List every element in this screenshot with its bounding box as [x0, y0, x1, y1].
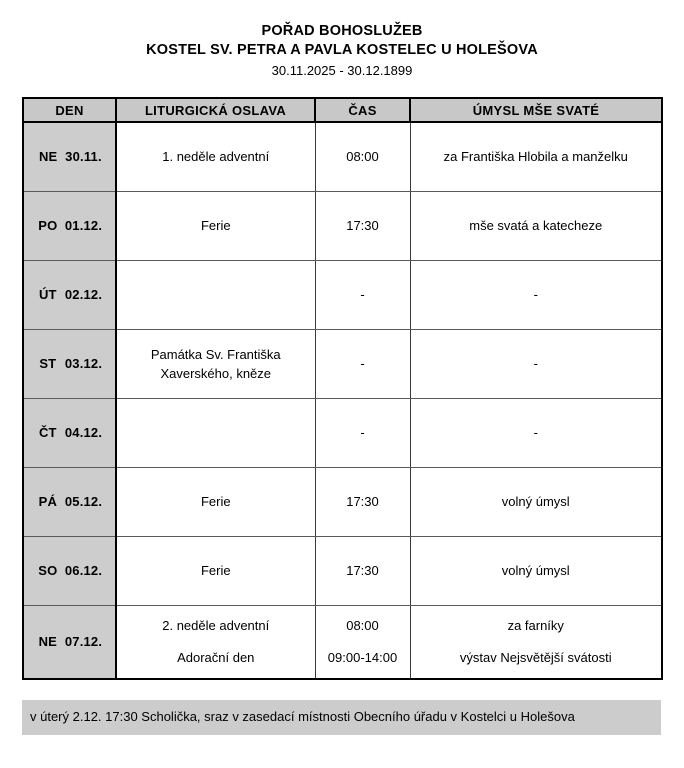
date-range: 30.11.2025 - 30.12.1899 — [271, 63, 413, 78]
day-abbr: ST — [39, 356, 57, 371]
day-date: 30.11. — [65, 149, 102, 164]
time-line-2: 09:00-14:00 — [327, 650, 398, 665]
day-date: 01.12. — [64, 218, 103, 233]
intention-line-2: výstav Nejsvětější svátosti — [459, 650, 612, 665]
row-celebration-cell: Ferie — [116, 467, 316, 537]
column-header-den: DEN — [23, 98, 117, 123]
row-time-cell: - — [315, 329, 411, 399]
row-time-cell: 17:30 — [315, 536, 411, 606]
day-abbr: NE — [38, 634, 58, 649]
row-intention-cell: mše svatá a katecheze — [410, 191, 662, 261]
row-intention-cell: - — [410, 398, 662, 468]
row-celebration-cell — [116, 398, 316, 468]
row-celebration-cell — [116, 260, 316, 330]
celebration-line-2: Adorační den — [177, 650, 255, 665]
row-intention-cell: za Františka Hlobila a manželku — [410, 122, 662, 192]
day-date: 06.12. — [64, 563, 103, 578]
table-header: DEN LITURGICKÁ OSLAVA ČAS ÚMYSL MŠE SVAT… — [23, 98, 662, 123]
row-day-cell: PO 01.12. — [23, 191, 117, 261]
row-celebration-cell: 2. neděle adventní Adorační den — [116, 605, 316, 679]
row-intention-cell: volný úmysl — [410, 467, 662, 537]
day-date: 03.12. — [64, 356, 103, 371]
row-day-cell: PÁ 05.12. — [23, 467, 117, 537]
intention-line-1: za farníky — [507, 618, 564, 633]
table-row: ÚT 02.12. - - — [23, 260, 662, 330]
title-block: POŘAD BOHOSLUŽEB KOSTEL SV. PETRA A PAVL… — [0, 0, 684, 81]
column-header-oslava: LITURGICKÁ OSLAVA — [116, 98, 316, 123]
row-time-cell: 17:30 — [315, 467, 411, 537]
day-abbr: NE — [38, 149, 58, 164]
table-row: SO 06.12. Ferie 17:30 volný úmysl — [23, 536, 662, 606]
table-row: NE 07.12. 2. neděle adventní Adorační den… — [23, 605, 662, 680]
day-abbr: PÁ — [38, 494, 58, 509]
row-intention-cell: volný úmysl — [410, 536, 662, 606]
row-intention-cell: - — [410, 260, 662, 330]
page-title: POŘAD BOHOSLUŽEB — [261, 23, 423, 39]
day-date: 07.12. — [64, 634, 103, 649]
day-date: 05.12. — [64, 494, 103, 509]
row-time-cell: - — [315, 398, 411, 468]
row-day-cell: NE 30.11. — [23, 122, 117, 192]
celebration-line-1: 2. neděle adventní — [162, 618, 270, 633]
row-celebration-cell: 1. neděle adventní — [116, 122, 316, 192]
row-intention-cell: - — [410, 329, 662, 399]
day-date: 02.12. — [64, 287, 103, 302]
celebration-line-2: Xaverského, kněze — [160, 366, 272, 381]
table-row: PÁ 05.12. Ferie 17:30 volný úmysl — [23, 467, 662, 537]
row-celebration-cell: Ferie — [116, 536, 316, 606]
row-day-cell: NE 07.12. — [23, 605, 117, 679]
row-day-cell: ÚT 02.12. — [23, 260, 117, 330]
row-day-cell: SO 06.12. — [23, 536, 117, 606]
table-body: NE 30.11. 1. neděle adventní 08:00 za Fra… — [23, 122, 662, 679]
row-time-cell: - — [315, 260, 411, 330]
row-celebration-cell: Ferie — [116, 191, 316, 261]
row-intention-cell: za farníky výstav Nejsvětější svátosti — [410, 606, 662, 680]
row-day-cell: ČT 04.12. — [23, 398, 117, 468]
day-abbr: SO — [38, 563, 58, 578]
day-abbr: PO — [38, 218, 58, 233]
row-time-cell: 08:00 — [315, 122, 411, 192]
celebration-line-1: Památka Sv. Františka — [150, 347, 281, 362]
day-date: 04.12. — [64, 425, 103, 440]
church-name: KOSTEL SV. PETRA A PAVLA KOSTELEC U HOLE… — [146, 42, 538, 58]
time-line-1: 08:00 — [346, 618, 379, 633]
row-day-cell: ST 03.12. — [23, 329, 117, 399]
day-abbr: ÚT — [38, 287, 57, 302]
footer-note: v úterý 2.12. 17:30 Scholička, sraz v za… — [22, 700, 661, 735]
table-row: NE 30.11. 1. neděle adventní 08:00 za Fra… — [23, 122, 662, 192]
column-header-umysl: ÚMYSL MŠE SVATÉ — [410, 98, 662, 123]
column-header-cas: ČAS — [315, 98, 411, 123]
row-celebration-cell: Památka Sv. Františka Xaverského, kněze — [116, 329, 316, 399]
day-abbr: ČT — [38, 425, 57, 440]
table-row: ČT 04.12. - - — [23, 398, 662, 468]
table-header-row: DEN LITURGICKÁ OSLAVA ČAS ÚMYSL MŠE SVAT… — [23, 98, 662, 123]
schedule-table: DEN LITURGICKÁ OSLAVA ČAS ÚMYSL MŠE SVAT… — [22, 97, 663, 680]
schedule-table-wrapper: DEN LITURGICKÁ OSLAVA ČAS ÚMYSL MŠE SVAT… — [22, 97, 663, 680]
row-time-cell: 08:00 09:00-14:00 — [315, 605, 411, 679]
table-row: ST 03.12. Památka Sv. Františka Xaverskéh… — [23, 329, 662, 399]
table-row: PO 01.12. Ferie 17:30 mše svatá a kateche… — [23, 191, 662, 261]
row-time-cell: 17:30 — [315, 191, 411, 261]
